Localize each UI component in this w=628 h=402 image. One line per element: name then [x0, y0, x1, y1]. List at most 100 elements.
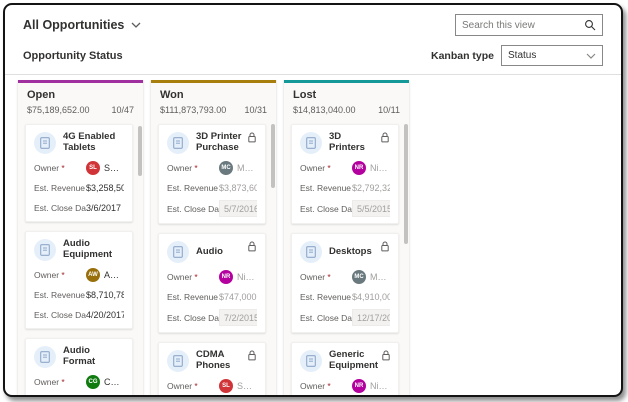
card-title: 3D Printers	[329, 131, 365, 153]
column-scrollbar[interactable]	[404, 124, 408, 244]
search-icon[interactable]	[584, 19, 596, 31]
revenue-label: Est. Revenue	[167, 291, 219, 302]
revenue-value[interactable]: $8,710,785.00	[86, 289, 124, 300]
owner-value[interactable]: AW Anne Weil...	[86, 267, 124, 282]
kanban-column-lost: Lost $14,813,040.00 10/11 3D Printers Owner …	[283, 80, 410, 395]
avatar: MC	[219, 160, 233, 175]
owner-value[interactable]: SL Spencer L...	[86, 160, 124, 175]
opportunity-card[interactable]: Desktops Owner * MC Molly Clar... Est. Reven…	[291, 233, 399, 333]
owner-name: Spencer L...	[237, 380, 257, 391]
owner-value[interactable]: CG Christa Ge...	[86, 374, 124, 389]
revenue-row: Est. Revenue$8,710,785.00	[34, 287, 124, 302]
close-date-value: 12/17/2014	[357, 312, 390, 323]
owner-label: Owner *	[167, 380, 198, 391]
owner-label: Owner *	[300, 380, 331, 391]
column-count: 10/47	[111, 105, 134, 115]
owner-row: Owner * SL Spencer L...	[167, 378, 257, 393]
close-date-row: Est. Close Da... 12/17/2014	[300, 309, 390, 326]
revenue-value[interactable]: $2,792,325.00	[352, 182, 390, 193]
view-header: All Opportunities	[5, 5, 621, 36]
owner-name: Spencer L...	[104, 162, 124, 173]
column-title: Won	[160, 89, 184, 101]
app-window: All Opportunities Opportunity Status Kan…	[3, 3, 623, 397]
close-date-field[interactable]: 4/20/2017	[86, 309, 124, 320]
close-date-field[interactable]: 3/6/2017	[86, 202, 124, 213]
opportunity-entity-icon	[300, 241, 322, 263]
revenue-value[interactable]: $0.00	[86, 397, 124, 398]
opportunity-card[interactable]: 4G Enabled Tablets Owner * SL Spencer L... E…	[25, 124, 133, 222]
lock-icon	[247, 241, 257, 252]
board-toolbar: Opportunity Status Kanban type Status	[5, 36, 621, 74]
view-selector[interactable]: All Opportunities	[23, 18, 141, 32]
lock-icon	[380, 132, 390, 143]
avatar: NR	[352, 160, 366, 175]
kanban-type-select[interactable]: Status	[501, 45, 603, 66]
avatar: AW	[86, 267, 100, 282]
owner-name: Nishant R...	[370, 380, 390, 391]
card-title: Desktops	[329, 245, 372, 257]
chevron-down-icon	[131, 20, 141, 30]
revenue-value[interactable]: $747,000.00	[219, 291, 257, 302]
owner-name: Nishant R...	[370, 162, 390, 173]
close-date-field[interactable]: 12/17/2014	[352, 309, 390, 326]
opportunity-card[interactable]: 3D Printer Purchase Owner * MC Molly Clar..…	[158, 124, 266, 224]
owner-name: Anne Weil...	[104, 269, 124, 280]
revenue-row: Est. Revenue$3,258,500.00	[34, 180, 124, 195]
owner-value[interactable]: MC Molly Clar...	[352, 269, 390, 284]
owner-label: Owner *	[300, 271, 331, 282]
close-date-value: 5/7/2016	[224, 203, 257, 214]
opportunity-card[interactable]: 3D Printers Owner * NR Nishant R... Est. Rev…	[291, 124, 399, 224]
column-scrollbar[interactable]	[271, 124, 275, 188]
column-cards: 3D Printer Purchase Owner * MC Molly Clar..…	[151, 122, 276, 395]
owner-row: Owner * NR Nishant R...	[167, 269, 257, 284]
opportunity-card[interactable]: Audio Equipment Owner * AW Anne Weil... Est.…	[25, 231, 133, 329]
column-scrollbar[interactable]	[138, 126, 142, 176]
avatar: MC	[352, 269, 366, 284]
avatar: SL	[219, 378, 233, 393]
opportunity-entity-icon	[167, 132, 189, 154]
search-input[interactable]	[462, 19, 584, 31]
view-search[interactable]	[455, 14, 603, 36]
owner-row: Owner * SL Spencer L...	[34, 160, 124, 175]
owner-value[interactable]: MC Molly Clar...	[219, 160, 257, 175]
card-title: Audio Equipment	[63, 238, 113, 260]
revenue-value[interactable]: $4,910,000.00	[352, 291, 390, 302]
owner-label: Owner *	[34, 269, 65, 280]
kanban-column-won: Won $111,873,793.00 10/31 3D Printer Purcha…	[150, 80, 277, 395]
close-date-row: Est. Close Da...3/6/2017	[34, 200, 124, 215]
revenue-label: Est. Revenue	[167, 182, 219, 193]
owner-value[interactable]: NR Nishant R...	[219, 269, 257, 284]
lock-icon	[380, 241, 390, 252]
avatar: NR	[352, 378, 366, 393]
owner-value[interactable]: NR Nishant R...	[352, 378, 390, 393]
close-date-field[interactable]: 7/2/2015	[219, 309, 257, 326]
close-date-label: Est. Close Da...	[300, 203, 352, 214]
close-date-field[interactable]: 5/5/2015	[352, 200, 390, 217]
revenue-label: Est. Revenue	[34, 182, 86, 193]
column-header: Open $75,189,652.00 10/47	[18, 83, 143, 122]
revenue-value[interactable]: $3,873,600.00	[219, 182, 257, 193]
close-date-field[interactable]: 5/7/2016	[219, 200, 257, 217]
opportunity-card[interactable]: Audio Format Owner * CG Christa Ge... Est. R…	[25, 338, 133, 398]
avatar: CG	[86, 374, 100, 389]
close-date-label: Est. Close Da...	[300, 312, 352, 323]
avatar: SL	[86, 160, 100, 175]
column-total: $14,813,040.00	[293, 105, 356, 115]
close-date-value: 7/2/2015	[224, 312, 257, 323]
avatar: NR	[219, 269, 233, 284]
owner-value[interactable]: NR Nishant R...	[352, 160, 390, 175]
opportunity-entity-icon	[300, 132, 322, 154]
opportunity-entity-icon	[300, 350, 322, 372]
owner-value[interactable]: SL Spencer L...	[219, 378, 257, 393]
column-count: 10/11	[378, 105, 400, 115]
revenue-value[interactable]: $3,258,500.00	[86, 182, 124, 193]
view-title: All Opportunities	[23, 18, 125, 32]
opportunity-entity-icon	[34, 346, 56, 368]
opportunity-card[interactable]: Audio Owner * NR Nishant R... Est. Revenue$7…	[158, 233, 266, 333]
revenue-row: Est. Revenue$0.00	[34, 394, 124, 398]
column-accent-bar	[18, 80, 143, 83]
opportunity-entity-icon	[167, 350, 189, 372]
owner-row: Owner * NR Nishant R...	[300, 160, 390, 175]
